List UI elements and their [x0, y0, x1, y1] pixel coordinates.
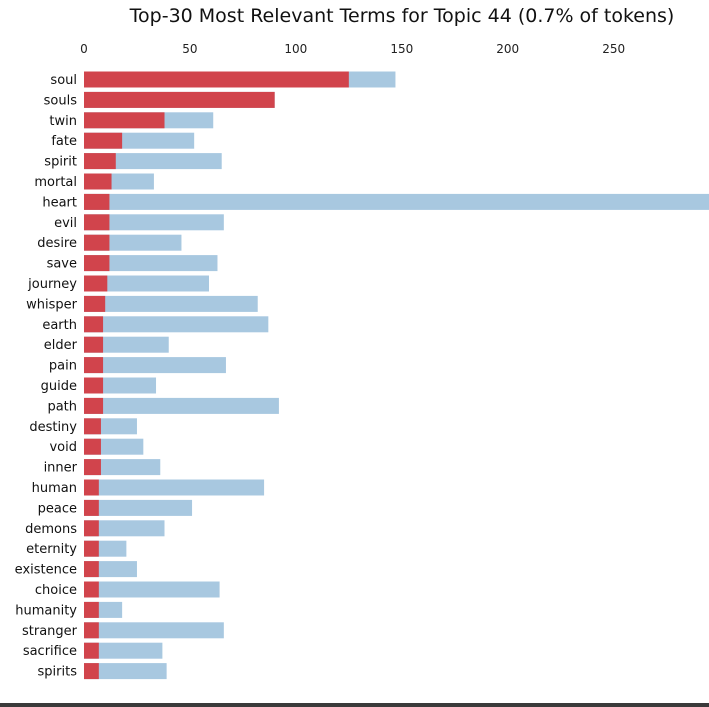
y-tick-label: spirit	[44, 155, 77, 170]
bar-foreground-eternity	[84, 540, 99, 557]
bar-background-inner	[84, 459, 161, 476]
y-tick-label: sacrifice	[23, 644, 77, 659]
chart-title: Top-30 Most Relevant Terms for Topic 44 …	[129, 5, 675, 27]
y-tick-label: humanity	[15, 603, 77, 618]
bar-background-save	[84, 255, 218, 272]
y-tick-label: whisper	[26, 297, 78, 312]
bar-foreground-heart	[84, 193, 110, 210]
bar-background-evil	[84, 214, 224, 231]
y-tick-label: twin	[49, 114, 77, 129]
y-tick-label: existence	[15, 563, 77, 578]
bar-foreground-earth	[84, 316, 104, 333]
y-tick-label: guide	[41, 379, 77, 394]
y-axis-labels: soul souls twin fate spirit mortal heart evil de…	[15, 73, 78, 680]
bar-foreground-desire	[84, 234, 110, 251]
bar-background-peace	[84, 499, 193, 516]
bar-background-human	[84, 479, 265, 496]
bar-background-pain	[84, 357, 226, 374]
bar-foreground-existence	[84, 561, 99, 578]
y-tick-label: journey	[27, 277, 77, 292]
y-tick-label: evil	[54, 216, 77, 231]
bar-foreground-evil	[84, 214, 110, 231]
x-tick-label: 250	[602, 42, 625, 56]
bar-foreground-demons	[84, 520, 99, 537]
bar-foreground-peace	[84, 499, 99, 516]
bar-foreground-souls	[84, 91, 275, 108]
bar-foreground-sacrifice	[84, 642, 99, 659]
bar-background-stranger	[84, 622, 224, 639]
y-tick-label: demons	[25, 522, 77, 537]
bar-background-spirits	[84, 663, 167, 680]
bar-foreground-save	[84, 255, 110, 272]
bar-background-elder	[84, 336, 169, 353]
y-tick-label: save	[47, 257, 77, 272]
bar-foreground-twin	[84, 112, 165, 129]
y-tick-label: choice	[35, 583, 77, 598]
y-tick-label: desire	[37, 236, 77, 251]
y-tick-label: eternity	[26, 542, 77, 557]
bar-background-choice	[84, 581, 220, 598]
y-tick-label: heart	[42, 195, 77, 210]
bar-foreground-soul	[84, 71, 349, 88]
y-tick-label: elder	[44, 338, 78, 353]
bar-background-journey	[84, 275, 209, 292]
bottom-divider	[0, 703, 709, 707]
bar-foreground-pain	[84, 357, 104, 374]
bar-background-earth	[84, 316, 269, 333]
y-tick-label: inner	[44, 461, 78, 476]
y-tick-label: stranger	[22, 624, 78, 639]
bar-foreground-elder	[84, 336, 104, 353]
y-tick-label: soul	[50, 73, 77, 88]
y-tick-label: spirits	[38, 665, 78, 680]
y-tick-label: pain	[49, 359, 77, 374]
bar-background-spirit	[84, 153, 222, 170]
bar-foreground-spirit	[84, 153, 116, 170]
bar-foreground-journey	[84, 275, 108, 292]
bar-foreground-humanity	[84, 601, 99, 618]
bar-background-demons	[84, 520, 165, 537]
x-tick-label: 100	[284, 42, 307, 56]
bar-foreground-guide	[84, 377, 104, 394]
bar-foreground-fate	[84, 132, 123, 149]
bar-foreground-whisper	[84, 295, 106, 312]
bar-foreground-path	[84, 397, 104, 414]
bar-background-path	[84, 397, 279, 414]
x-tick-label: 200	[496, 42, 519, 56]
y-tick-label: destiny	[29, 420, 77, 435]
bars	[84, 71, 709, 680]
y-tick-label: path	[47, 399, 77, 414]
y-tick-label: fate	[51, 134, 77, 149]
bar-foreground-human	[84, 479, 99, 496]
bar-foreground-spirits	[84, 663, 99, 680]
bar-background-whisper	[84, 295, 258, 312]
bar-foreground-stranger	[84, 622, 99, 639]
x-tick-label: 0	[80, 42, 88, 56]
x-axis-ticks: 0 50 100 150 200 250	[80, 42, 625, 56]
x-tick-label: 150	[390, 42, 413, 56]
x-tick-label: 50	[182, 42, 197, 56]
y-tick-label: human	[32, 481, 77, 496]
y-tick-label: mortal	[34, 175, 77, 190]
bar-background-sacrifice	[84, 642, 163, 659]
y-tick-label: souls	[44, 93, 78, 108]
y-tick-label: void	[49, 440, 77, 455]
bar-foreground-choice	[84, 581, 99, 598]
bar-foreground-void	[84, 438, 101, 455]
y-tick-label: earth	[42, 318, 77, 333]
bar-foreground-mortal	[84, 173, 112, 190]
y-tick-label: peace	[38, 501, 77, 516]
bar-background-heart	[84, 193, 709, 210]
bar-foreground-inner	[84, 459, 101, 476]
bar-foreground-destiny	[84, 418, 101, 435]
